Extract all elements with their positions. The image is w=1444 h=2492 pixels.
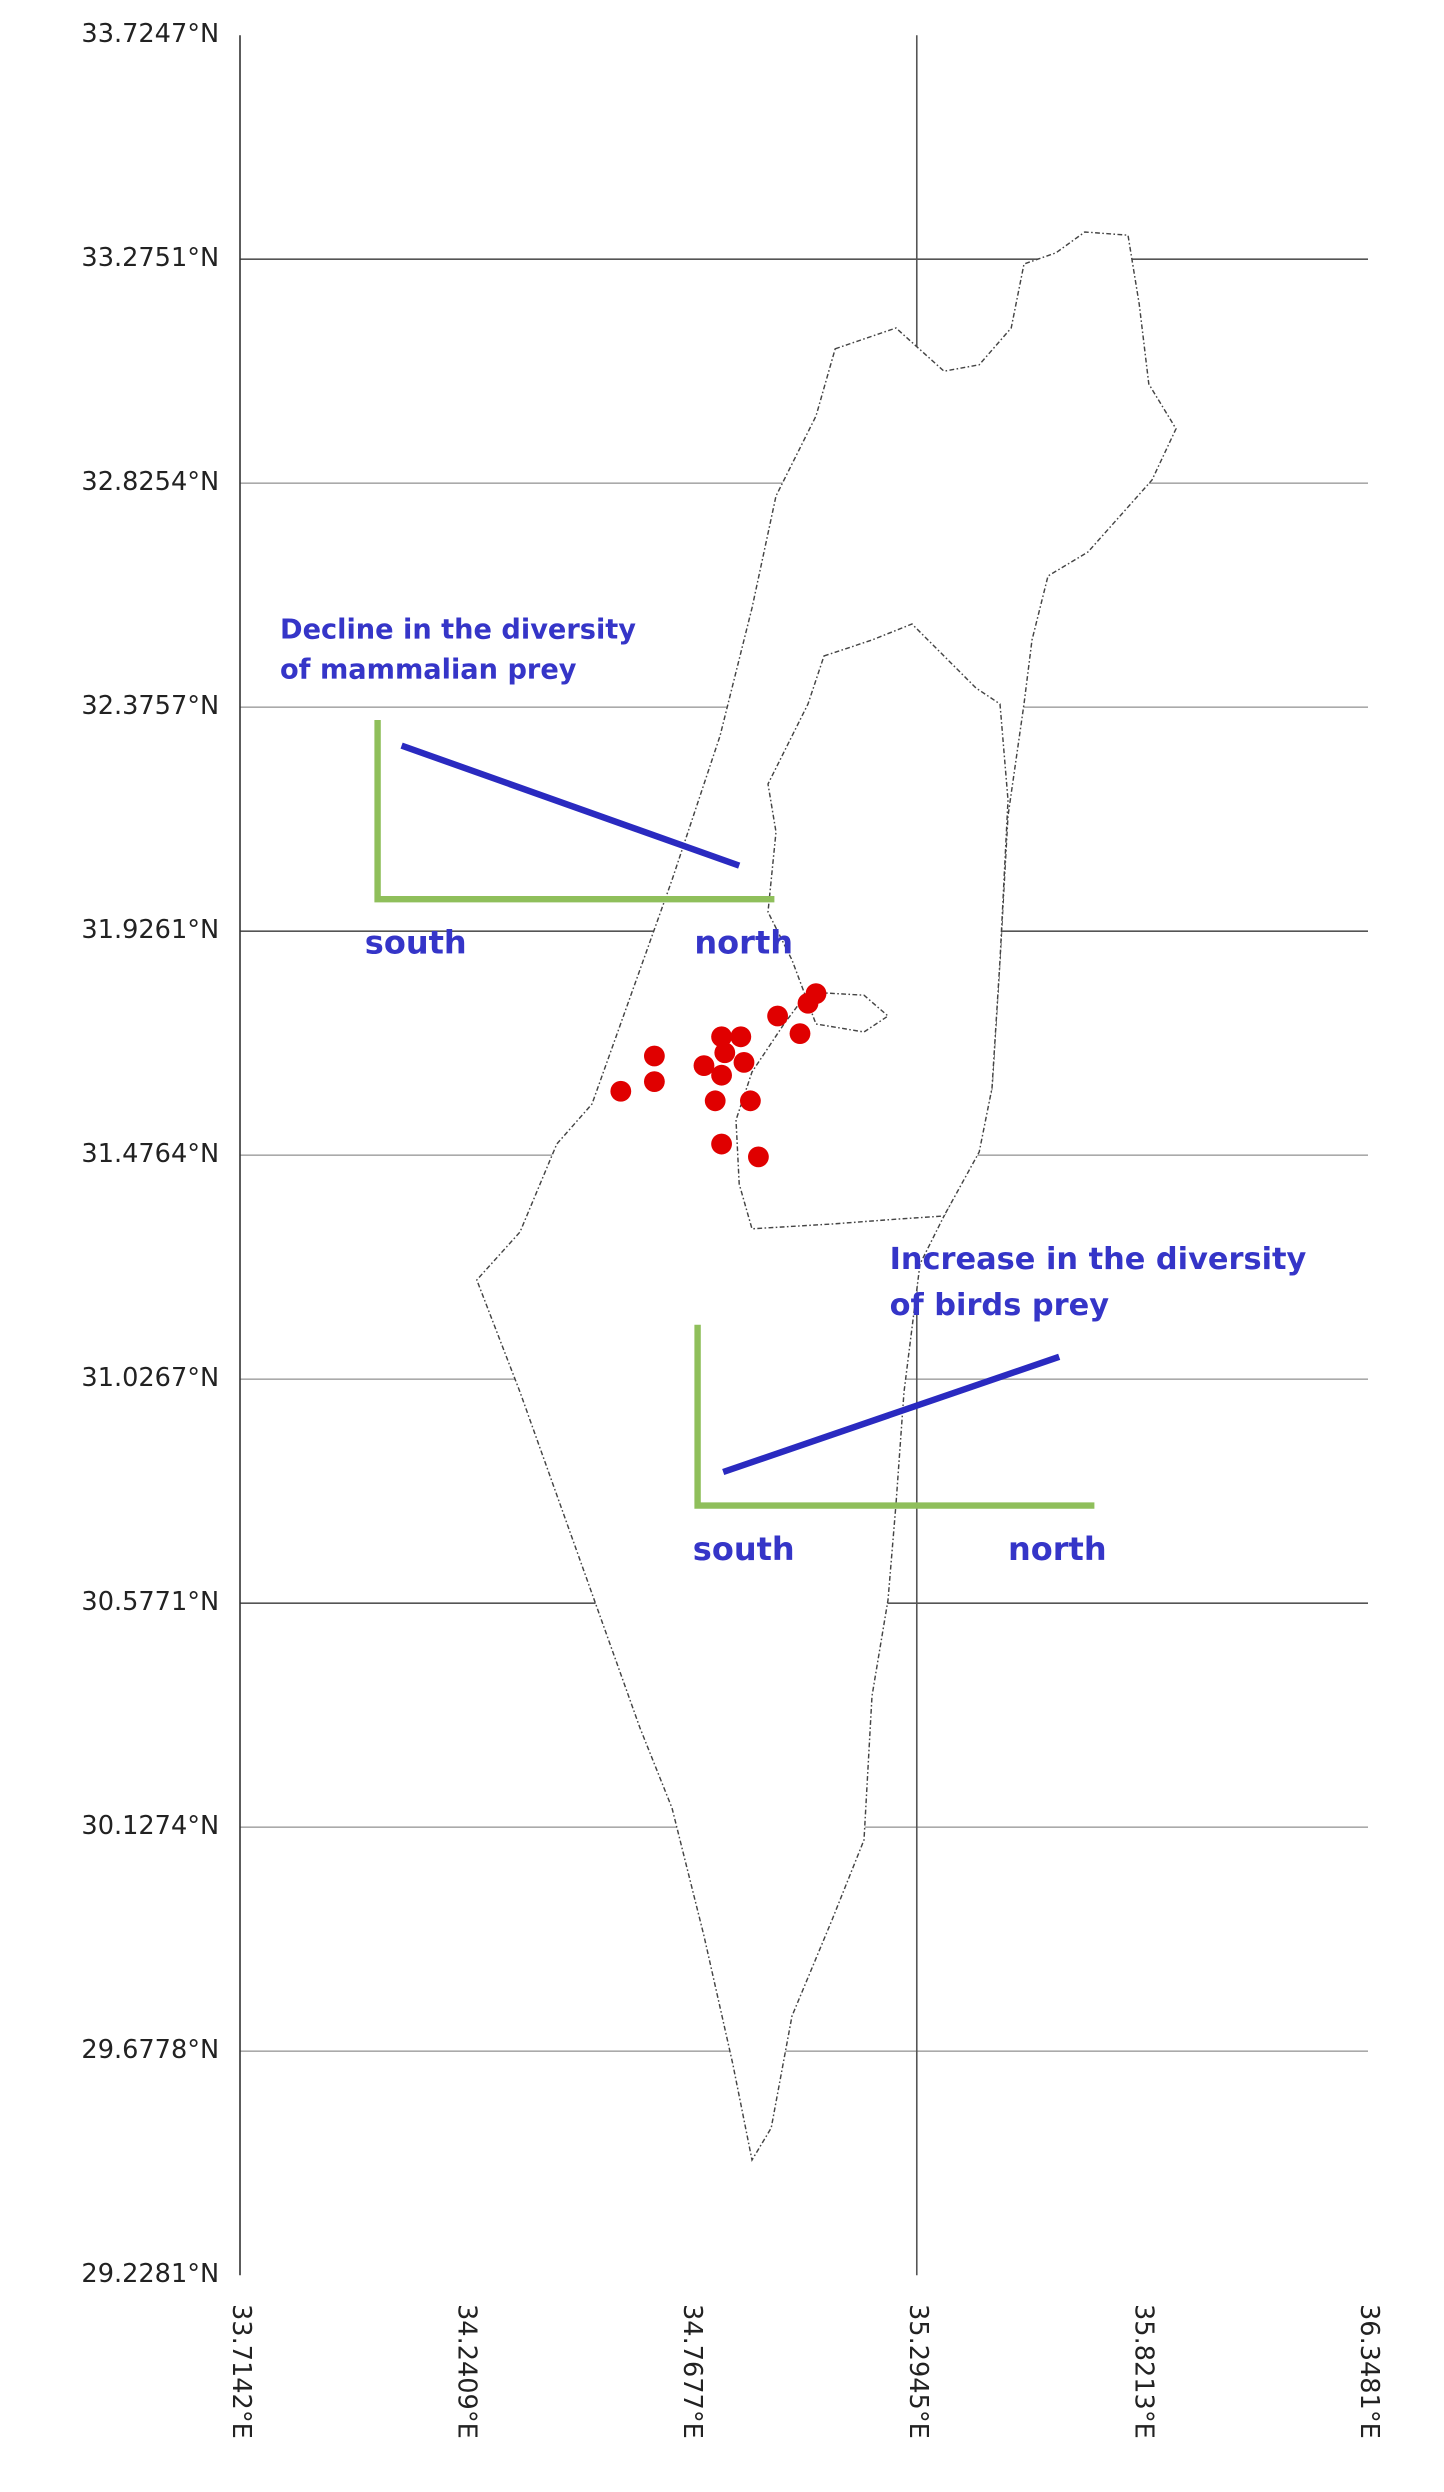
y-tick-label: 31.9261°N: [81, 915, 219, 945]
x-tick-label: 35.8213°E: [1128, 2304, 1158, 2439]
site-point: [693, 1055, 715, 1077]
site-point: [805, 983, 827, 1004]
y-tick-label: 31.4764°N: [81, 1139, 219, 1169]
x-tick-label: 33.7142°E: [226, 2304, 256, 2439]
annotation: south: [365, 924, 467, 962]
site-point: [610, 1080, 632, 1102]
site-point: [711, 1133, 732, 1155]
site-point: [767, 1005, 788, 1027]
y-tick-label: 29.2281°N: [81, 2259, 219, 2289]
x-tick-label: 34.2409°E: [452, 2304, 482, 2439]
site-point: [789, 1023, 811, 1045]
annotation: of birds prey: [890, 1288, 1110, 1323]
west-bank-outline: [735, 623, 1009, 1230]
y-tick-label: 33.2751°N: [81, 243, 219, 273]
x-tick-label: 36.3481°E: [1354, 2304, 1384, 2439]
site-point: [643, 1071, 665, 1093]
site-point: [711, 1026, 732, 1048]
annotation: north: [694, 924, 793, 962]
annotation: Increase in the diversity: [890, 1242, 1307, 1277]
site-point: [714, 1042, 736, 1064]
y-tick-label: 32.8254°N: [81, 467, 219, 497]
y-tick-label: 30.5771°N: [81, 1587, 219, 1617]
annotation: of mammalian prey: [280, 654, 577, 685]
trend-axis: [694, 1324, 1095, 1509]
site-point: [711, 1064, 732, 1086]
annotation: Decline in the diversity: [280, 614, 636, 645]
site-point: [643, 1045, 665, 1067]
x-tick-label: 35.2945°E: [903, 2304, 933, 2439]
y-tick-label: 30.1274°N: [81, 1811, 219, 1841]
y-tick-label: 29.6778°N: [81, 2035, 219, 2065]
annotation: south: [693, 1530, 795, 1568]
trend-line: [722, 1353, 1061, 1476]
y-tick-label: 33.7247°N: [81, 19, 219, 49]
annotation: north: [1008, 1530, 1107, 1568]
site-point: [704, 1090, 726, 1112]
site-point: [748, 1146, 769, 1168]
trend-line: [400, 742, 741, 869]
x-tick-label: 34.7677°E: [677, 2304, 707, 2439]
trend-axis: [374, 720, 775, 903]
site-point: [730, 1026, 752, 1048]
site-point: [740, 1090, 761, 1112]
y-tick-label: 32.3757°N: [81, 691, 219, 721]
marks: [610, 983, 827, 1168]
y-tick-label: 31.0267°N: [81, 1363, 219, 1393]
site-point: [733, 1051, 755, 1073]
